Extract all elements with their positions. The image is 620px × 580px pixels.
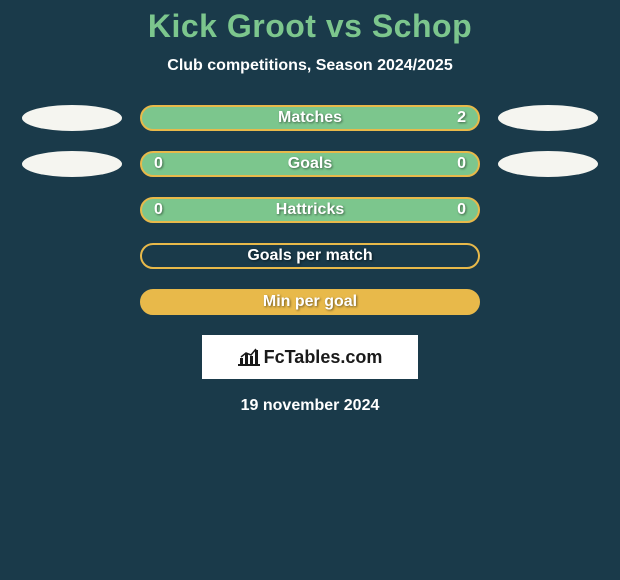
stat-right-value: 0 [457,201,466,219]
stat-label: Matches [278,109,342,127]
logo: FcTables.com [238,347,383,368]
stat-row: Goals per match [0,243,620,269]
logo-box: FcTables.com [202,335,418,379]
stat-left-value: 0 [154,155,163,173]
page-title: Kick Groot vs Schop [0,8,620,45]
stat-bar: 0 Goals 0 [140,151,480,177]
stat-label: Goals [288,155,332,173]
stat-row: Matches 2 [0,105,620,131]
stat-row: 0 Hattricks 0 [0,197,620,223]
stat-rows: Matches 2 0 Goals 0 0 Hattricks 0 Goals per matc… [0,105,620,315]
chart-icon [238,348,260,366]
stat-bar: Matches 2 [140,105,480,131]
stat-bar: Goals per match [140,243,480,269]
stat-row: 0 Goals 0 [0,151,620,177]
stat-right-value: 0 [457,155,466,173]
stat-bar: 0 Hattricks 0 [140,197,480,223]
right-ellipse-placeholder [498,243,598,269]
subtitle: Club competitions, Season 2024/2025 [0,57,620,75]
right-ellipse [498,151,598,177]
left-ellipse [22,151,122,177]
stat-label: Goals per match [247,247,372,265]
stat-left-value: 0 [154,201,163,219]
stat-right-value: 2 [457,109,466,127]
stat-label: Hattricks [276,201,344,219]
left-ellipse-placeholder [22,289,122,315]
date-text: 19 november 2024 [0,397,620,415]
left-ellipse [22,105,122,131]
left-ellipse-placeholder [22,197,122,223]
logo-text: FcTables.com [264,347,383,368]
stat-bar: Min per goal [140,289,480,315]
right-ellipse-placeholder [498,289,598,315]
infographic-container: Kick Groot vs Schop Club competitions, S… [0,0,620,415]
right-ellipse-placeholder [498,197,598,223]
stat-label: Min per goal [263,293,357,311]
left-ellipse-placeholder [22,243,122,269]
stat-row: Min per goal [0,289,620,315]
right-ellipse [498,105,598,131]
